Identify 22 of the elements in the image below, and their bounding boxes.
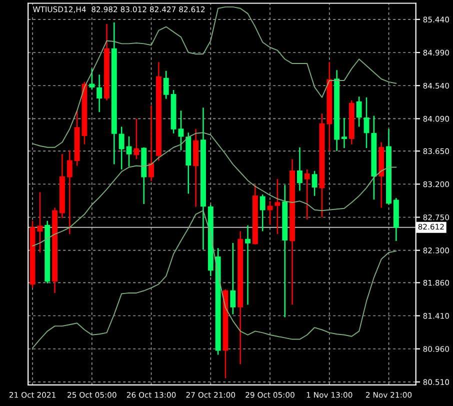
candlestick (163, 70, 169, 100)
line-series (32, 6, 397, 148)
candlestick (342, 117, 347, 149)
candlestick (126, 136, 132, 168)
candlestick (296, 146, 302, 192)
candlestick (134, 118, 140, 160)
candlestick (89, 68, 95, 90)
candlestick (356, 96, 362, 128)
line-series (32, 210, 397, 349)
candlestick (66, 150, 72, 235)
candlestick (230, 242, 236, 315)
candlestick (148, 104, 154, 182)
candlestick (260, 194, 266, 232)
candlestick (96, 74, 102, 113)
candlestick (274, 178, 280, 235)
line-series (32, 132, 397, 246)
candlestick (304, 168, 310, 220)
candlestick (364, 96, 370, 149)
candlestick (245, 224, 250, 306)
candlestick (267, 200, 273, 226)
candlestick (118, 126, 124, 170)
candlestick (312, 170, 318, 197)
